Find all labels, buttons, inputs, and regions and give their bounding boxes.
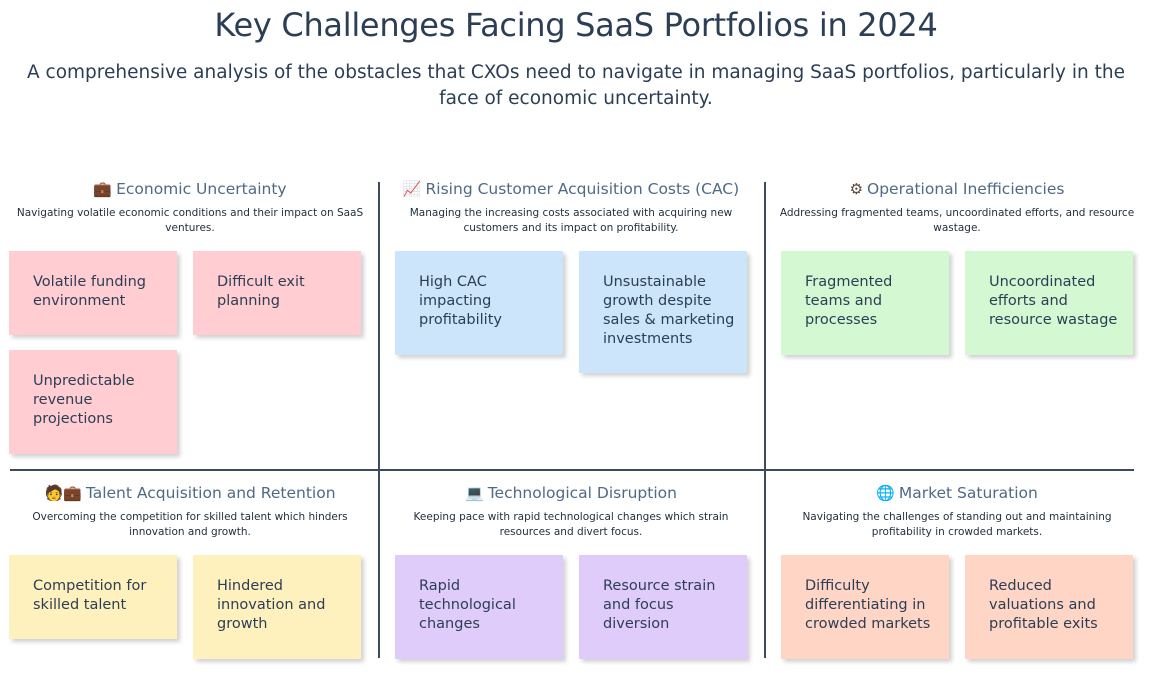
quadrant-operational-inefficiencies: ⚙ Operational Inefficiencies Addressing f… — [772, 180, 1142, 460]
gear-icon: ⚙ — [849, 180, 864, 198]
sticky-note: Fragmented teams and processes — [781, 251, 949, 355]
quadrant-talent-acquisition: 🧑💼 Talent Acquisition and Retention Overc… — [5, 484, 375, 674]
quadrant-heading: 💻 Technological Disruption — [465, 484, 677, 502]
quadrant-description: Managing the increasing costs associated… — [409, 207, 733, 234]
quadrant-economic-uncertainty: 💼 Economic Uncertainty Navigating volatil… — [5, 180, 375, 460]
quadrant-description: Keeping pace with rapid technological ch… — [413, 511, 729, 538]
quadrant-description: Navigating the challenges of standing ou… — [802, 511, 1112, 538]
sticky-note: Unsustainable growth despite sales & mar… — [579, 251, 747, 373]
sticky-note: Competition for skilled talent — [9, 555, 177, 639]
quadrant-rising-cac: 📈 Rising Customer Acquisition Costs (CAC)… — [386, 180, 756, 460]
quadrant-heading: 🌐 Market Saturation — [876, 484, 1038, 502]
quadrant-description: Navigating volatile economic conditions … — [16, 207, 364, 234]
sticky-note: Reduced valuations and profitable exits — [965, 555, 1133, 659]
quadrant-heading: ⚙ Operational Inefficiencies — [849, 180, 1065, 198]
quadrant-heading: 🧑💼 Talent Acquisition and Retention — [44, 484, 336, 502]
quadrant-market-saturation: 🌐 Market Saturation Navigating the challe… — [772, 484, 1142, 674]
laptop-icon: 💻 — [465, 484, 484, 502]
person-briefcase-icon: 🧑💼 — [44, 484, 82, 502]
quadrant-heading: 📈 Rising Customer Acquisition Costs (CAC) — [402, 180, 740, 198]
sticky-note: Difficulty differentiating in crowded ma… — [781, 555, 949, 659]
quadrant-heading: 💼 Economic Uncertainty — [93, 180, 287, 198]
vertical-divider-left — [378, 182, 380, 658]
sticky-note: Rapid technological changes — [395, 555, 563, 659]
sticky-note: Hindered innovation and growth — [193, 555, 361, 659]
sticky-note: Difficult exit planning — [193, 251, 361, 335]
page-title: Key Challenges Facing SaaS Portfolios in… — [214, 6, 938, 44]
quadrant-description: Addressing fragmented teams, uncoordinat… — [779, 207, 1135, 234]
sticky-note: Resource strain and focus diversion — [579, 555, 747, 659]
sticky-note: High CAC impacting profitability — [395, 251, 563, 355]
vertical-divider-right — [764, 182, 766, 658]
sticky-note: Uncoordinated efforts and resource wasta… — [965, 251, 1133, 355]
horizontal-divider — [10, 469, 1134, 471]
chart-icon: 📈 — [402, 180, 422, 198]
page-subtitle: A comprehensive analysis of the obstacle… — [26, 62, 1125, 109]
briefcase-icon: 💼 — [93, 180, 113, 198]
globe-icon: 🌐 — [876, 484, 895, 502]
sticky-note: Volatile funding environment — [9, 251, 177, 335]
quadrant-technological-disruption: 💻 Technological Disruption Keeping pace w… — [386, 484, 756, 674]
sticky-note: Unpredictable revenue projections — [9, 350, 177, 454]
quadrant-description: Overcoming the competition for skilled t… — [32, 511, 348, 538]
